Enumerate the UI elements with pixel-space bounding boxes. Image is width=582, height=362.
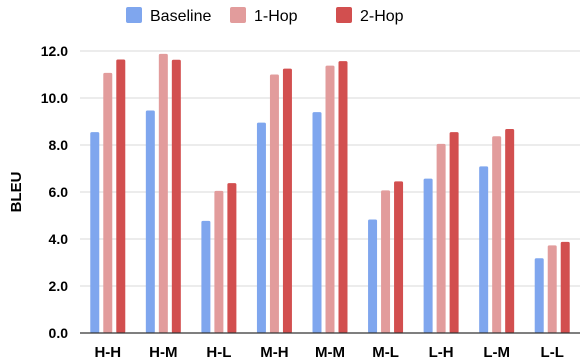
x-tick-label: H-L — [206, 344, 231, 361]
bar-2-hop-l-m — [505, 129, 515, 333]
y-axis-label: BLEU — [8, 172, 25, 213]
bar-baseline-l-l — [534, 258, 544, 333]
x-axis-ticks: H-H H-M H-L M-H M-M M-L L-H L-M L-L — [94, 344, 563, 361]
bar-2-hop-h-h — [116, 59, 126, 334]
legend: Baseline 1-Hop 2-Hop — [126, 7, 404, 25]
bar-2-hop-m-l — [394, 181, 404, 333]
bar-baseline-m-h — [256, 122, 266, 333]
x-tick-label: L-L — [541, 344, 564, 361]
x-tick-label: M-H — [260, 344, 288, 361]
bar-baseline-h-l — [201, 220, 211, 333]
y-tick-label: 8.0 — [49, 137, 69, 153]
legend-swatch-2-hop — [336, 7, 352, 23]
bar-2-hop-h-m — [171, 59, 181, 333]
bar-baseline-m-l — [368, 219, 378, 333]
bar-baseline-h-m — [145, 110, 155, 333]
y-tick-label: 6.0 — [49, 184, 69, 200]
y-tick-label: 12.0 — [41, 43, 68, 59]
y-tick-label: 0.0 — [49, 325, 69, 341]
x-tick-label: M-L — [372, 344, 399, 361]
x-tick-label: H-M — [149, 344, 177, 361]
bar-1-hop-l-l — [547, 245, 557, 333]
y-axis-ticks: 0.0 2.0 4.0 6.0 8.0 10.0 12.0 — [41, 43, 68, 341]
bar-1-hop-l-h — [436, 143, 446, 333]
legend-label: Baseline — [150, 8, 211, 25]
bar-2-hop-l-h — [449, 132, 459, 333]
x-tick-label: M-M — [315, 344, 345, 361]
bar-1-hop-m-m — [325, 65, 335, 333]
bar-1-hop-h-m — [158, 53, 168, 333]
bar-1-hop-l-m — [492, 136, 502, 333]
x-tick-label: L-H — [429, 344, 454, 361]
bar-baseline-l-h — [423, 178, 433, 333]
y-tick-label: 2.0 — [49, 278, 69, 294]
bars — [90, 53, 570, 334]
legend-swatch-baseline — [126, 7, 142, 23]
bar-2-hop-m-m — [338, 61, 348, 333]
bar-2-hop-h-l — [227, 183, 237, 333]
bar-baseline-h-h — [90, 132, 100, 333]
legend-label: 2-Hop — [360, 8, 404, 25]
bar-2-hop-m-h — [282, 68, 292, 333]
bar-1-hop-h-l — [214, 190, 224, 333]
x-tick-label: L-M — [483, 344, 510, 361]
x-tick-label: H-H — [94, 344, 121, 361]
bar-1-hop-m-l — [381, 190, 391, 333]
legend-swatch-1-hop — [230, 7, 246, 23]
bar-baseline-l-m — [479, 166, 489, 333]
bar-2-hop-l-l — [560, 241, 570, 333]
legend-label: 1-Hop — [254, 8, 298, 25]
y-tick-label: 10.0 — [41, 90, 68, 106]
y-tick-label: 4.0 — [49, 231, 69, 247]
bar-1-hop-h-h — [103, 72, 113, 333]
bar-baseline-m-m — [312, 112, 322, 333]
bar-1-hop-m-h — [269, 74, 279, 333]
